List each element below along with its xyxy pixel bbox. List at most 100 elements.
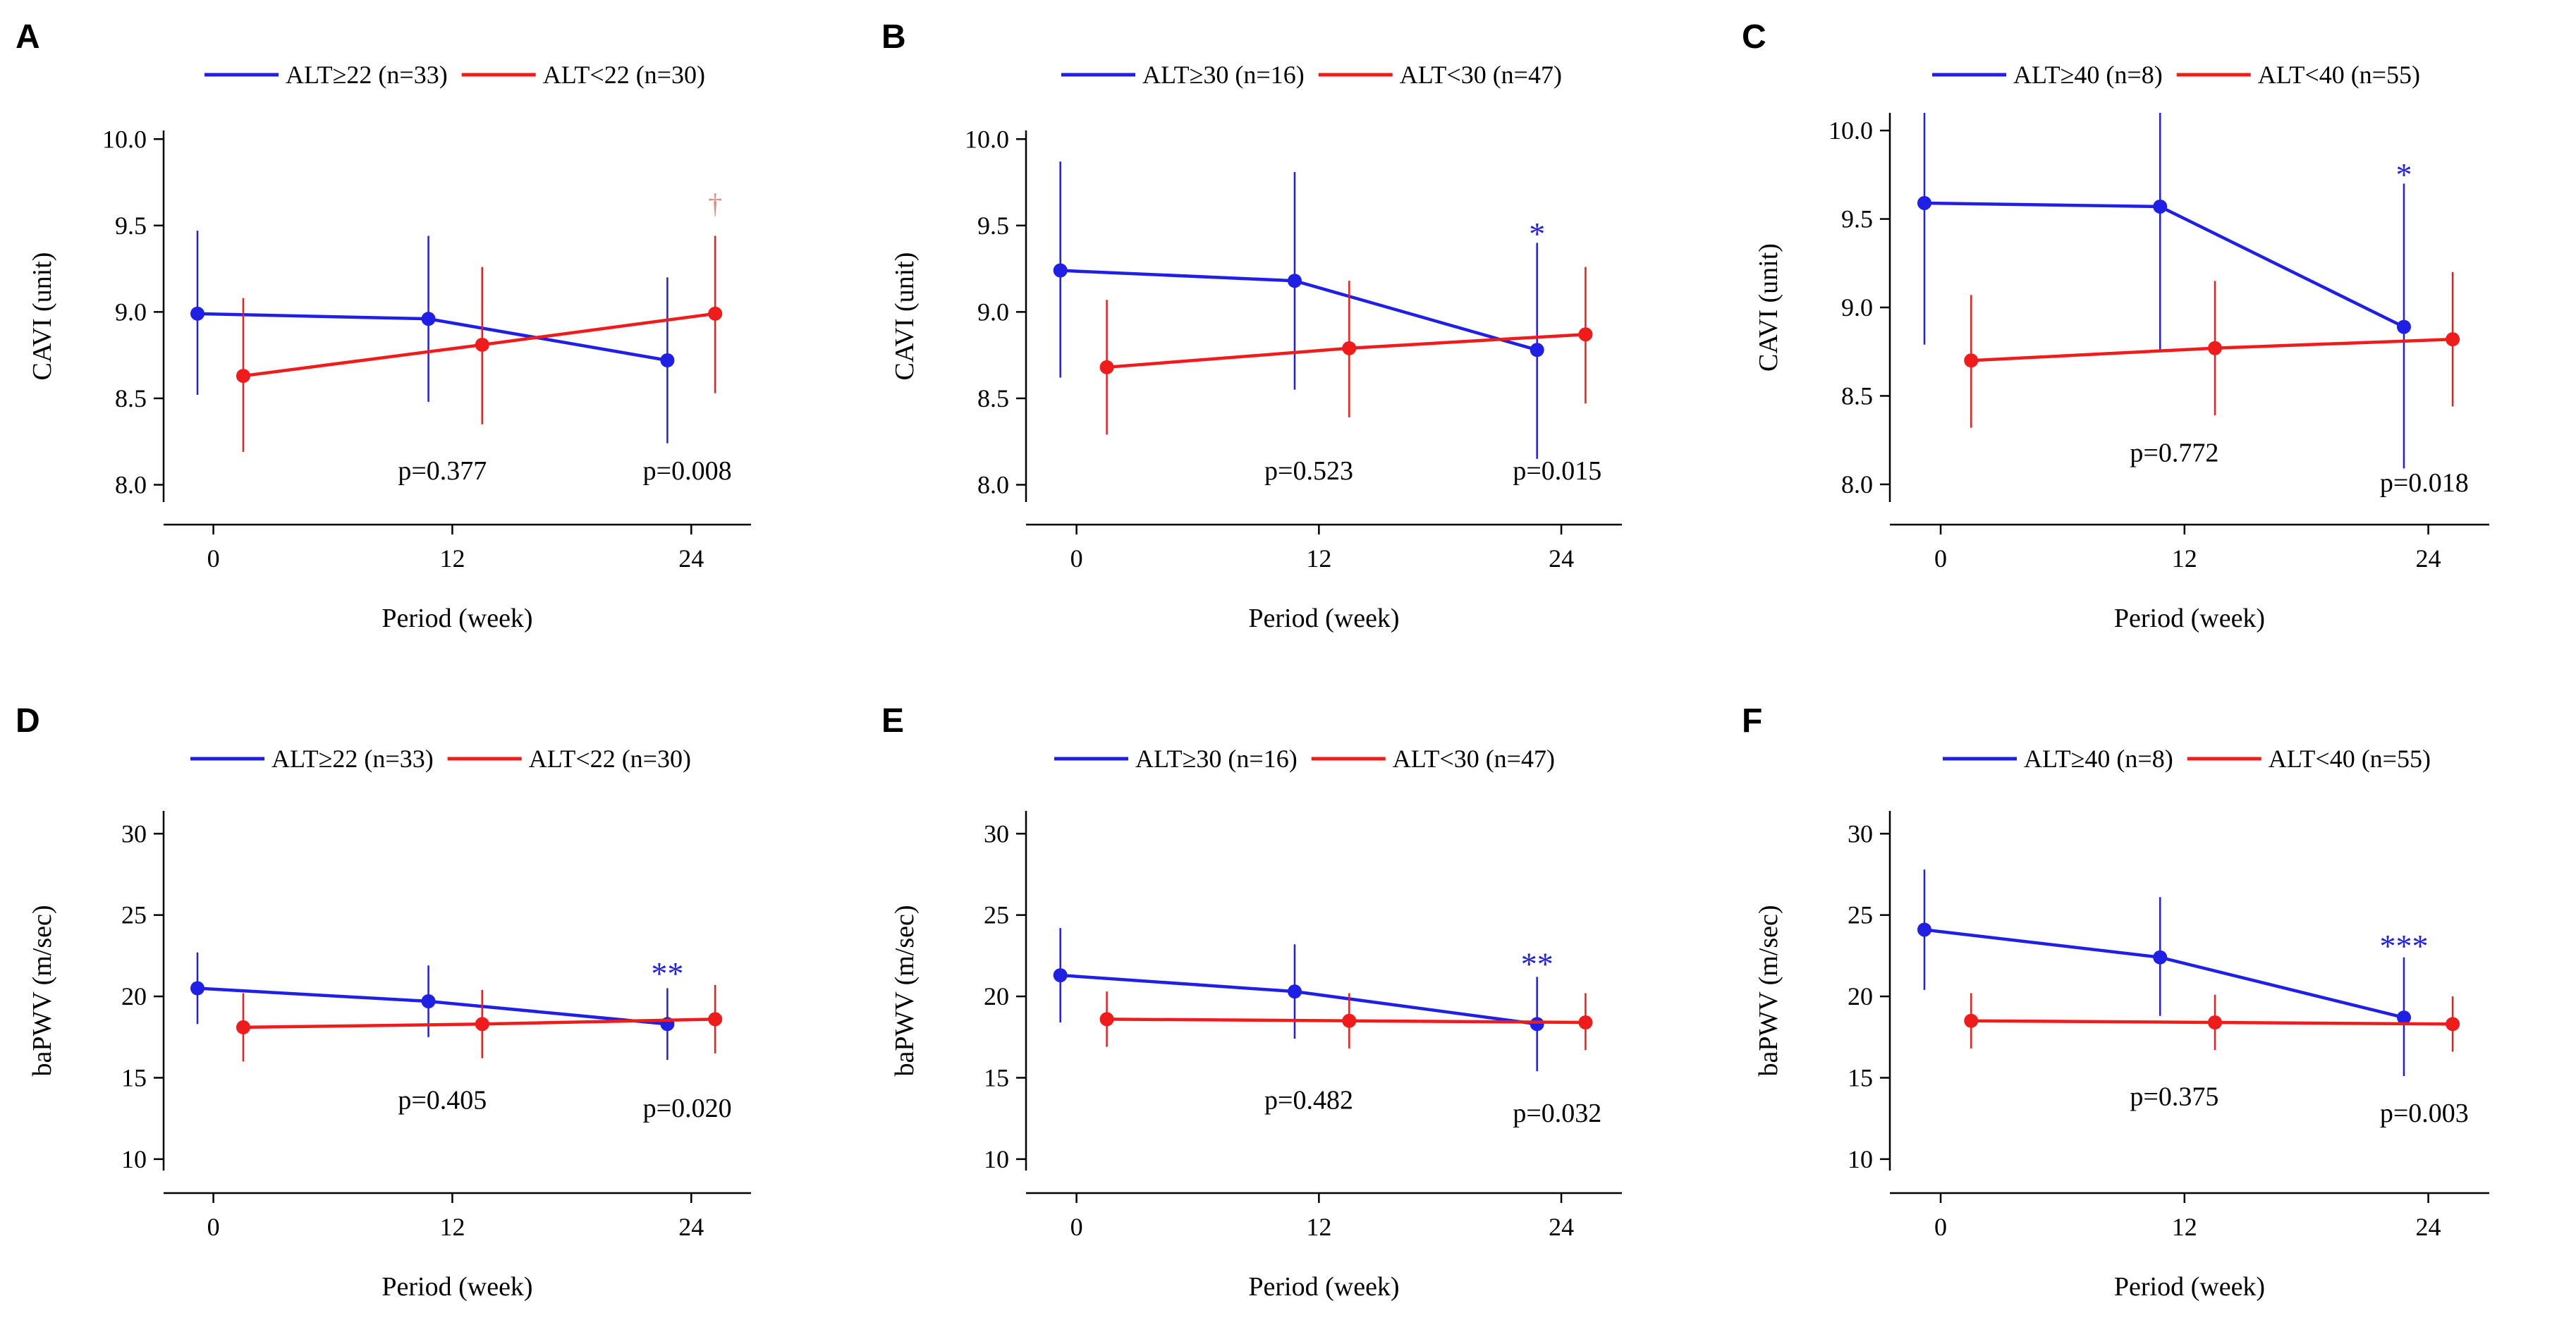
x-axis-title: Period (week) xyxy=(381,1272,532,1302)
x-tick-label: 24 xyxy=(2416,1213,2441,1241)
data-point xyxy=(1342,341,1357,355)
series-blue xyxy=(1053,161,1544,459)
x-axis-title: Period (week) xyxy=(1248,1272,1399,1302)
legend-label: ALT<22 (n=30) xyxy=(543,61,705,89)
data-point xyxy=(708,306,723,321)
y-tick-label: 9.5 xyxy=(1841,205,1873,233)
y-tick-label: 25 xyxy=(984,901,1009,929)
data-point xyxy=(190,981,205,996)
series-blue xyxy=(190,231,675,444)
x-tick-label: 12 xyxy=(1306,1213,1331,1241)
y-tick-label: 10.0 xyxy=(1829,116,1873,145)
data-point xyxy=(236,1020,250,1034)
legend: ALT≥22 (n=33) ALT<22 (n=30) xyxy=(190,745,691,773)
series-red xyxy=(236,984,723,1062)
y-tick-label: 30 xyxy=(1848,819,1873,848)
data-point xyxy=(1053,968,1068,983)
x-axis-title: Period (week) xyxy=(381,604,532,633)
y-tick-label: 10.0 xyxy=(965,125,1009,153)
significance-marker: * xyxy=(2395,157,2412,192)
chart-panel-d: D ALT≥22 (n=33) ALT<22 (n=30) 10 15 20 25 30 baP… xyxy=(16,702,751,1302)
p-value-label: p=0.523 xyxy=(1264,456,1353,486)
legend-label: ALT≥22 (n=33) xyxy=(271,745,434,773)
y-tick-label: 9.5 xyxy=(977,212,1009,240)
significance-marker: *** xyxy=(2379,928,2428,964)
series-red xyxy=(236,236,723,452)
panel-letter: D xyxy=(16,702,40,740)
y-axis-title: baPWV (m/sec) xyxy=(28,905,57,1076)
x-tick-label: 0 xyxy=(1934,544,1947,573)
data-point xyxy=(1342,1013,1357,1028)
panel-letter: C xyxy=(1742,18,1766,56)
y-tick-label: 8.0 xyxy=(1841,470,1873,499)
y-tick-label: 8.0 xyxy=(115,470,147,499)
y-axis-title: CAVI (unit) xyxy=(1754,243,1783,372)
data-point xyxy=(1099,360,1114,374)
y-tick-label: 15 xyxy=(1848,1063,1873,1092)
x-tick-label: 0 xyxy=(1070,544,1083,573)
y-tick-label: 20 xyxy=(121,982,147,1010)
data-point xyxy=(190,306,205,321)
data-point xyxy=(660,353,675,368)
series-red xyxy=(1964,993,2460,1052)
p-value-label: p=0.377 xyxy=(398,456,487,486)
legend-label: ALT<22 (n=30) xyxy=(529,745,691,773)
y-tick-label: 9.0 xyxy=(1841,293,1873,322)
y-tick-label: 25 xyxy=(121,901,147,929)
data-point xyxy=(2208,341,2223,355)
data-point xyxy=(708,1012,723,1027)
p-value-label: p=0.015 xyxy=(1513,456,1601,486)
legend-label: ALT≥40 (n=8) xyxy=(2013,61,2163,89)
p-value-label: p=0.003 xyxy=(2380,1099,2469,1128)
y-tick-label: 15 xyxy=(121,1063,147,1092)
legend: ALT≥22 (n=33) ALT<22 (n=30) xyxy=(205,61,705,89)
data-point xyxy=(2446,332,2460,347)
panel-letter: F xyxy=(1742,702,1762,740)
chart-panel-c: C ALT≥40 (n=8) ALT<40 (n=55) 8.0 8.5 9.0 9.5 10… xyxy=(1742,18,2489,633)
data-point xyxy=(1530,343,1544,358)
data-point xyxy=(1053,263,1068,278)
data-point xyxy=(475,337,489,352)
data-point xyxy=(2208,1015,2223,1029)
y-tick-label: 20 xyxy=(1848,982,1873,1010)
x-tick-label: 12 xyxy=(439,544,465,573)
legend-label: ALT≥30 (n=16) xyxy=(1142,61,1305,89)
x-tick-label: 12 xyxy=(439,1213,465,1241)
p-value-label: p=0.020 xyxy=(643,1094,732,1123)
data-point xyxy=(1530,1017,1544,1032)
x-tick-label: 12 xyxy=(2172,1213,2197,1241)
legend: ALT≥30 (n=16) ALT<30 (n=47) xyxy=(1061,61,1562,89)
y-tick-label: 15 xyxy=(984,1063,1009,1092)
y-tick-label: 8.5 xyxy=(115,384,147,412)
data-point xyxy=(1964,1013,1979,1028)
x-axis-title: Period (week) xyxy=(1248,604,1399,633)
y-tick-label: 8.0 xyxy=(977,470,1009,499)
y-axis-title: CAVI (unit) xyxy=(28,252,57,381)
y-tick-label: 25 xyxy=(1848,901,1873,929)
data-point xyxy=(2396,319,2411,334)
data-point xyxy=(421,994,436,1008)
y-tick-label: 10.0 xyxy=(102,125,147,153)
data-point xyxy=(2153,950,2168,965)
p-value-label: p=0.405 xyxy=(398,1085,487,1115)
x-tick-label: 24 xyxy=(678,544,704,573)
series-blue xyxy=(1917,869,2411,1077)
data-point xyxy=(1917,195,1931,210)
data-point xyxy=(475,1017,489,1032)
significance-marker: ** xyxy=(651,955,683,991)
x-tick-label: 12 xyxy=(1306,544,1331,573)
data-point xyxy=(2396,1010,2411,1025)
x-tick-label: 24 xyxy=(678,1213,704,1241)
x-tick-label: 24 xyxy=(1549,544,1574,573)
x-axis-title: Period (week) xyxy=(2114,604,2265,633)
legend-label: ALT<30 (n=47) xyxy=(1400,61,1562,89)
data-point xyxy=(1578,327,1593,342)
panel-letter: E xyxy=(881,702,904,740)
y-tick-label: 10 xyxy=(984,1145,1009,1173)
y-tick-label: 20 xyxy=(984,982,1009,1010)
data-point xyxy=(1099,1012,1114,1027)
series-red xyxy=(1099,991,1593,1051)
legend-label: ALT<40 (n=55) xyxy=(2258,61,2420,89)
y-tick-label: 10 xyxy=(1848,1145,1873,1173)
x-tick-label: 12 xyxy=(2172,544,2197,573)
